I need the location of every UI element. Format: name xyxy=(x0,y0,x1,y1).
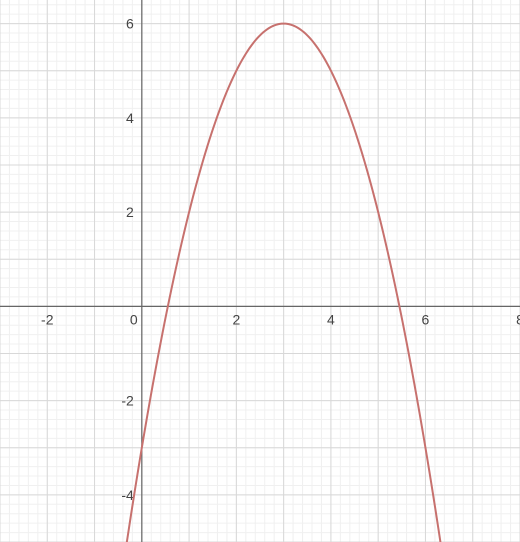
y-tick-label: -4 xyxy=(121,487,134,503)
x-tick-label: 4 xyxy=(327,311,335,327)
chart-container: -2 0 2 4 6 8 -4 -2 2 4 6 xyxy=(0,0,520,542)
x-tick-label: 0 xyxy=(130,311,138,327)
x-tick-label: 8 xyxy=(516,311,520,327)
x-tick-label: 2 xyxy=(232,311,240,327)
y-tick-label: -2 xyxy=(121,393,134,409)
x-tick-label: -2 xyxy=(41,311,54,327)
y-tick-label: 2 xyxy=(126,204,134,220)
x-tick-label: 6 xyxy=(422,311,430,327)
y-tick-label: 6 xyxy=(126,16,134,32)
y-tick-label: 4 xyxy=(126,110,134,126)
parabola-chart: -2 0 2 4 6 8 -4 -2 2 4 6 xyxy=(0,0,520,542)
